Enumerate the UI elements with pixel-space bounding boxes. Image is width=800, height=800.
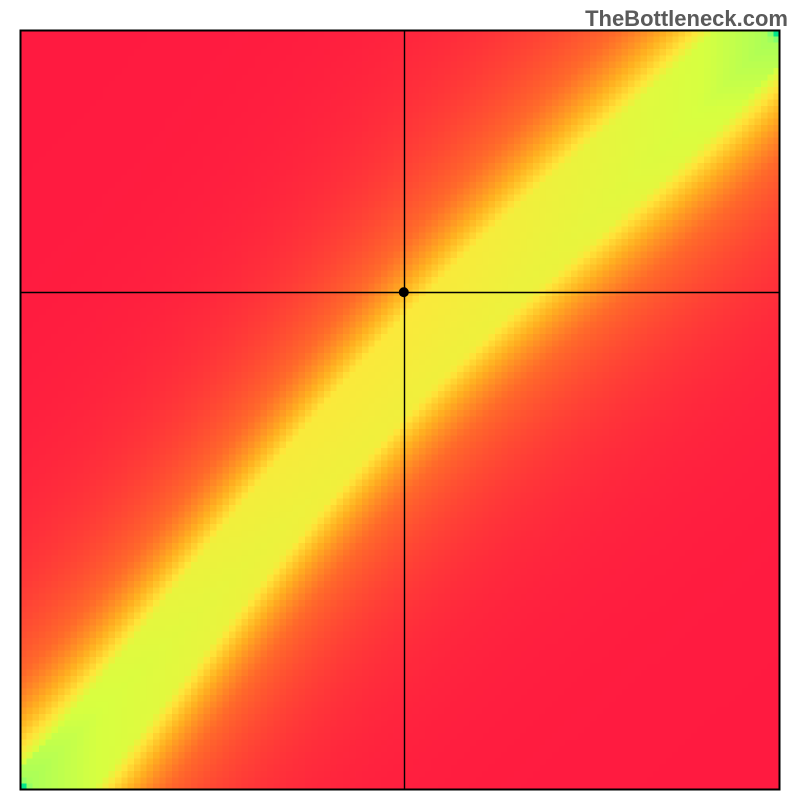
watermark-text: TheBottleneck.com: [585, 6, 788, 32]
chart-container: TheBottleneck.com: [0, 0, 800, 800]
crosshair-overlay: [0, 0, 800, 800]
